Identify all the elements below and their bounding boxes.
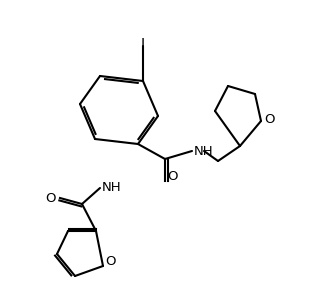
Text: NH: NH bbox=[194, 144, 214, 158]
Text: NH: NH bbox=[102, 181, 121, 193]
Text: O: O bbox=[105, 255, 115, 268]
Text: O: O bbox=[264, 113, 274, 126]
Text: I: I bbox=[141, 38, 145, 53]
Text: O: O bbox=[45, 191, 56, 205]
Text: O: O bbox=[167, 170, 177, 183]
